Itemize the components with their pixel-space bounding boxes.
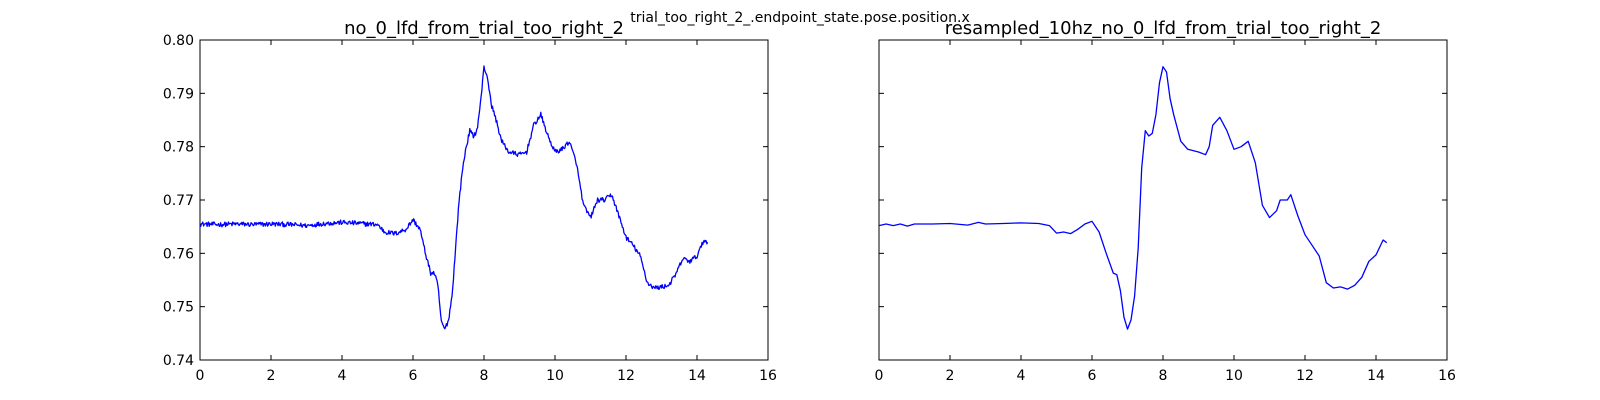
left-y-tick-label: 0.74 (163, 353, 194, 369)
right-chart-title: resampled_10hz_no_0_lfd_from_trial_too_r… (945, 18, 1382, 39)
right-x-tick-label: 16 (1438, 368, 1456, 384)
right-x-tick-label: 14 (1367, 368, 1385, 384)
right-x-tick-label: 8 (1159, 368, 1168, 384)
left-y-tick-label: 0.75 (163, 300, 194, 316)
figure-suptitle: trial_too_right_2_.endpoint_state.pose.p… (630, 10, 969, 26)
left-x-tick-label: 14 (688, 368, 706, 384)
right-x-tick-label: 2 (946, 368, 955, 384)
right-x-tick-label: 12 (1296, 368, 1314, 384)
left-y-tick-label: 0.78 (163, 140, 194, 156)
right-x-tick-label: 10 (1225, 368, 1243, 384)
left-x-tick-label: 16 (759, 368, 777, 384)
left-y-tick-label: 0.76 (163, 246, 194, 262)
left-y-tick-label: 0.80 (163, 33, 194, 49)
right-series-line (878, 66, 1388, 330)
left-x-tick-label: 2 (267, 368, 276, 384)
left-y-tick-label: 0.77 (163, 193, 194, 209)
right-plot-area (878, 39, 1448, 361)
right-x-tick-label: 0 (875, 368, 884, 384)
left-chart-panel: no_0_lfd_from_trial_too_right_2 0 2 4 6 8 10 1… (163, 18, 777, 384)
left-x-tick-label: 10 (546, 368, 564, 384)
left-x-tick-label: 0 (196, 368, 205, 384)
left-chart-title: no_0_lfd_from_trial_too_right_2 (344, 18, 624, 39)
left-series-line (200, 65, 709, 330)
left-x-tick-label: 8 (480, 368, 489, 384)
left-y-tick-label: 0.79 (163, 86, 194, 102)
right-x-tick-label: 6 (1088, 368, 1097, 384)
left-x-tick-label: 12 (617, 368, 635, 384)
right-x-tick-label: 4 (1017, 368, 1026, 384)
left-x-tick-label: 6 (409, 368, 418, 384)
left-plot-area (199, 39, 769, 361)
left-x-tick-label: 4 (338, 368, 347, 384)
right-chart-panel: resampled_10hz_no_0_lfd_from_trial_too_r… (875, 18, 1456, 384)
